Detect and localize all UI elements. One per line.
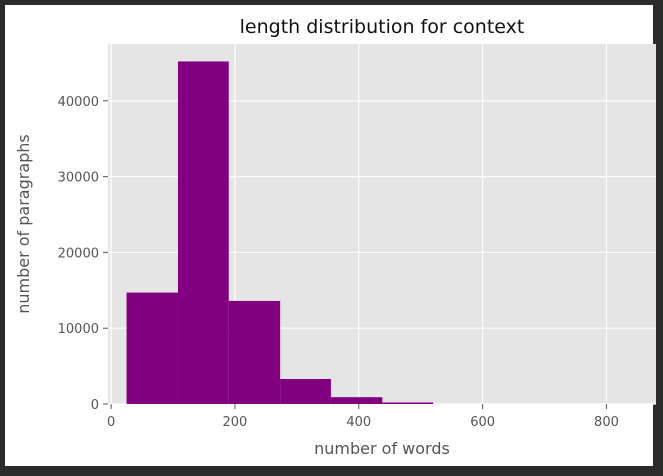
histogram-bar — [280, 378, 331, 404]
x-tick-label: 800 — [594, 415, 619, 430]
y-axis-ticks: 0 10000 20000 30000 40000 — [58, 95, 108, 413]
x-tick-label: 200 — [223, 415, 248, 430]
histogram-bar — [382, 402, 434, 404]
histogram-bar — [330, 397, 383, 404]
histogram-bar — [228, 300, 281, 404]
x-axis-label: number of words — [314, 439, 450, 458]
y-axis-label: number of paragraphs — [14, 134, 33, 314]
y-tick-label: 20000 — [58, 246, 99, 261]
x-tick-label: 600 — [470, 415, 495, 430]
y-tick-label: 0 — [91, 398, 99, 413]
histogram-bar — [177, 61, 229, 404]
histogram-bar — [126, 292, 178, 404]
x-tick-label: 400 — [346, 415, 371, 430]
x-axis-ticks: 0 200 400 600 800 — [107, 404, 619, 430]
y-tick-label: 10000 — [58, 322, 99, 337]
y-tick-label: 40000 — [58, 95, 99, 110]
histogram-bars — [126, 61, 434, 404]
chart-title: length distribution for context — [240, 16, 525, 38]
x-tick-label: 0 — [107, 415, 115, 430]
y-tick-label: 30000 — [58, 171, 99, 186]
